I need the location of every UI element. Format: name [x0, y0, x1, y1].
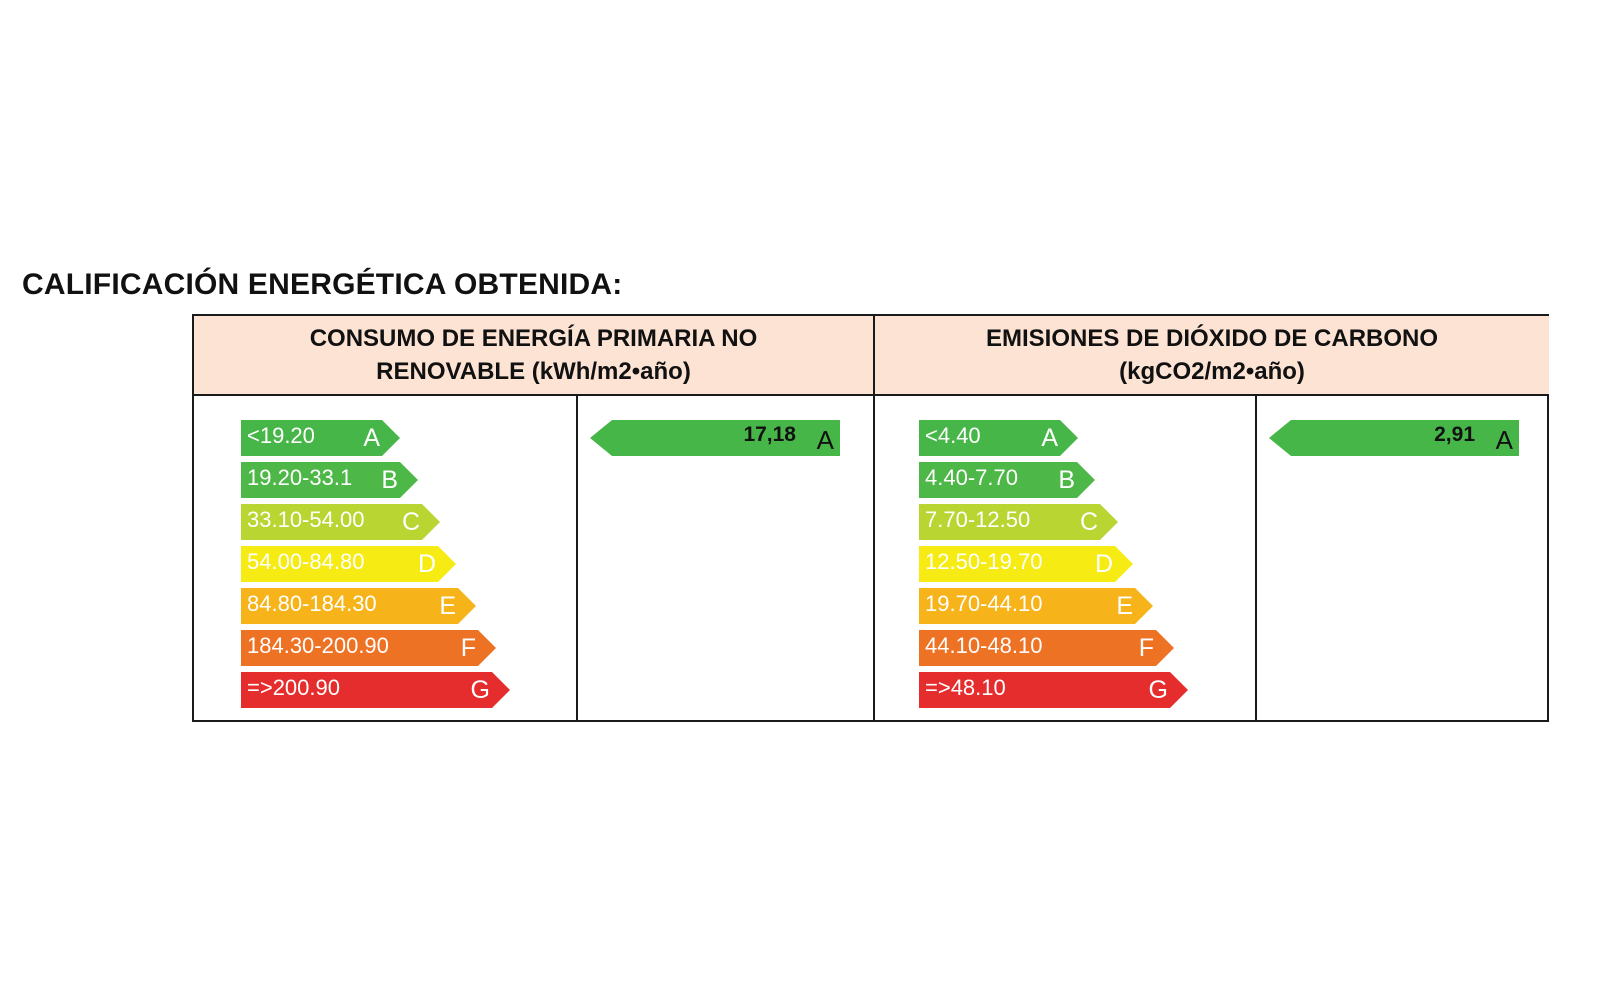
energy-consumption-header-line2: RENOVABLE (kWh/m2•año)	[376, 358, 691, 385]
scale-bar-f: 184.30-200.90 F	[241, 630, 496, 666]
scale-bar-d: 12.50-19.70 D	[919, 546, 1133, 582]
scale-letter: B	[1058, 466, 1075, 494]
scale-range: 33.10-54.00	[247, 507, 365, 532]
scale-range: 184.30-200.90	[247, 633, 389, 658]
scale-range: 19.70-44.10	[925, 591, 1043, 616]
energy-consumption-result-arrow: 17,18 A	[590, 420, 840, 456]
scale-letter: D	[417, 550, 436, 578]
scale-letter: D	[1094, 550, 1113, 578]
scale-letter: C	[1079, 508, 1098, 536]
scale-letter: A	[1041, 424, 1058, 452]
scale-range: 19.20-33.1	[247, 465, 353, 490]
scale-letter: G	[1148, 676, 1168, 704]
co2-emissions-header: EMISIONES DE DIÓXIDO DE CARBONO (kgCO2/m…	[875, 316, 1549, 396]
scale-bar-b: 19.20-33.1 B	[241, 462, 418, 498]
scale-bar-a: <19.20 A	[241, 420, 400, 456]
scale-letter: G	[470, 676, 490, 704]
scale-range: 54.00-84.80	[247, 549, 365, 574]
scale-range: 12.50-19.70	[925, 549, 1043, 574]
scale-letter: A	[363, 424, 380, 452]
scale-range: 84.80-184.30	[247, 591, 377, 616]
scale-bar-d: 54.00-84.80 D	[241, 546, 456, 582]
scale-result-divider	[1255, 396, 1257, 720]
energy-consumption-header: CONSUMO DE ENERGÍA PRIMARIA NO RENOVABLE…	[194, 316, 873, 396]
co2-emissions-header-line1: EMISIONES DE DIÓXIDO DE CARBONO	[985, 325, 1439, 352]
scale-bar-f: 44.10-48.10 F	[919, 630, 1174, 666]
energy-consumption-header-line1: CONSUMO DE ENERGÍA PRIMARIA NO	[309, 325, 758, 352]
scale-range: =>48.10	[925, 675, 1006, 700]
scale-bar-a: <4.40 A	[919, 420, 1078, 456]
scale-range: 7.70-12.50	[925, 507, 1031, 532]
scale-letter: E	[439, 592, 456, 620]
scale-letter: B	[381, 466, 398, 494]
scale-letter: F	[460, 634, 476, 662]
scale-bar-c: 33.10-54.00 C	[241, 504, 440, 540]
scale-range: 4.40-7.70	[925, 465, 1018, 490]
result-letter: A	[1495, 425, 1513, 455]
scale-bar-g: =>48.10 G	[919, 672, 1188, 708]
scale-letter: F	[1138, 634, 1154, 662]
scale-bar-b: 4.40-7.70 B	[919, 462, 1095, 498]
scale-range: 44.10-48.10	[925, 633, 1043, 658]
scale-bar-e: 84.80-184.30 E	[241, 588, 476, 624]
energy-rating-table: CONSUMO DE ENERGÍA PRIMARIA NO RENOVABLE…	[192, 314, 1549, 722]
scale-range: =>200.90	[247, 675, 340, 700]
co2-emissions-result-arrow: 2,91 A	[1269, 420, 1519, 456]
scale-letter: E	[1116, 592, 1133, 620]
scale-range: <19.20	[247, 423, 315, 448]
scale-letter: C	[401, 508, 420, 536]
result-value: 17,18	[743, 423, 796, 446]
scale-range: <4.40	[925, 423, 981, 448]
scale-bar-g: =>200.90 G	[241, 672, 510, 708]
page-title: CALIFICACIÓN ENERGÉTICA OBTENIDA:	[22, 268, 623, 301]
result-letter: A	[816, 425, 834, 455]
panel-divider	[873, 316, 875, 720]
scale-bar-e: 19.70-44.10 E	[919, 588, 1153, 624]
scale-bar-c: 7.70-12.50 C	[919, 504, 1118, 540]
scale-result-divider	[576, 396, 578, 720]
result-value: 2,91	[1434, 423, 1475, 446]
co2-emissions-header-line2: (kgCO2/m2•año)	[1119, 358, 1305, 385]
